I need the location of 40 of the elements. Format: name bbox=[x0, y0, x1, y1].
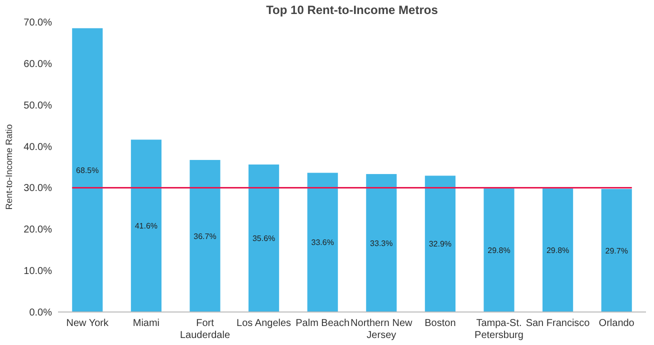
data-label: 41.6% bbox=[134, 222, 158, 231]
bar bbox=[484, 188, 514, 312]
bar bbox=[130, 140, 162, 312]
x-tick-label: New York bbox=[66, 318, 110, 329]
chart-title: Top 10 Rent-to-Income Metros bbox=[266, 3, 438, 17]
bar bbox=[542, 188, 574, 312]
y-tick-label: 70.0% bbox=[24, 18, 52, 28]
data-label: 29.8% bbox=[546, 246, 570, 256]
data-label: 35.6% bbox=[252, 234, 276, 244]
y-tick-label: 60.0% bbox=[24, 58, 52, 70]
data-label: 29.7% bbox=[605, 246, 628, 256]
y-tick-label: 40.0% bbox=[24, 142, 52, 153]
data-label: 32.9% bbox=[428, 240, 452, 249]
x-tick-label: Orlando bbox=[598, 318, 635, 329]
bar bbox=[190, 160, 220, 312]
bar bbox=[307, 172, 338, 312]
bar bbox=[72, 28, 103, 312]
data-label: 33.3% bbox=[370, 238, 393, 248]
y-tick-label: 20.0% bbox=[24, 224, 52, 236]
data-label: 33.6% bbox=[311, 238, 334, 248]
bar bbox=[248, 164, 280, 312]
x-tick-label: Los Angeles bbox=[236, 318, 292, 329]
bar bbox=[424, 176, 456, 312]
bar bbox=[601, 188, 632, 312]
y-tick-label: 30.0% bbox=[24, 183, 52, 194]
x-tick-label: Tampa-St. Petersburg bbox=[474, 318, 524, 341]
data-label: 68.5% bbox=[76, 166, 99, 175]
data-label: 29.8% bbox=[488, 246, 510, 256]
y-tick-label: 0.0% bbox=[29, 308, 52, 318]
x-tick-label: Boston bbox=[424, 318, 456, 329]
y-axis-title: Rent-to-Income Ratio bbox=[4, 124, 14, 210]
x-tick-label: San Francisco bbox=[526, 318, 590, 329]
x-tick-label: Fort Lauderdale bbox=[180, 318, 230, 341]
x-tick-label: Palm Beach bbox=[296, 318, 350, 329]
y-tick-label: 10.0% bbox=[24, 266, 52, 278]
bar bbox=[366, 174, 397, 312]
x-tick-label: Miami bbox=[132, 318, 160, 329]
data-label: 36.7% bbox=[194, 232, 216, 241]
y-tick-label: 50.0% bbox=[24, 100, 52, 112]
x-tick-label: Northern New Jersey bbox=[350, 318, 414, 341]
